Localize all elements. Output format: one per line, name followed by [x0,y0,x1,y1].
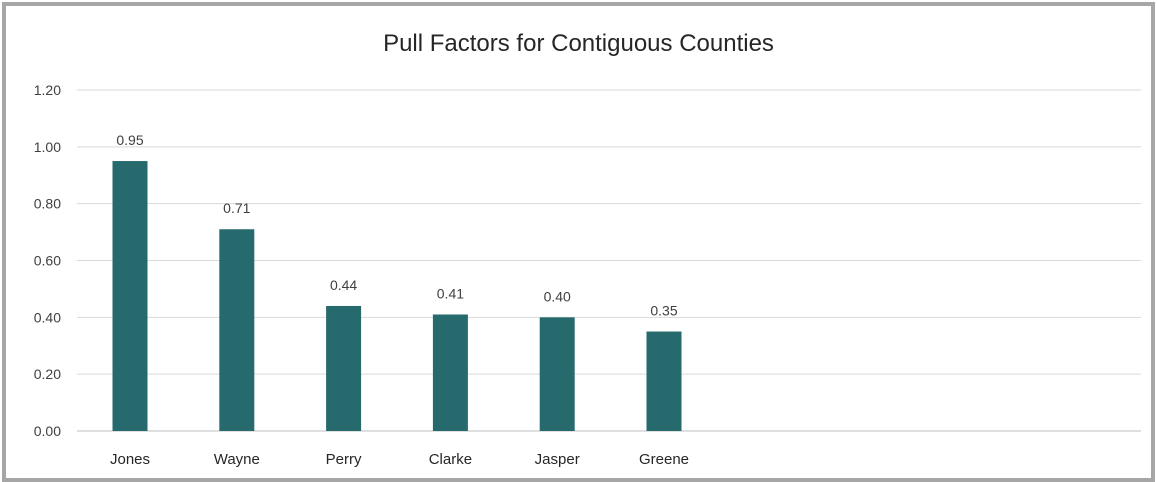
data-label: 0.35 [650,303,677,319]
x-tick-label: Clarke [429,451,472,468]
gridlines [77,89,1141,432]
y-tick-label: 0.60 [34,253,61,269]
y-tick-label: 1.20 [34,82,61,98]
data-label: 0.95 [116,132,143,148]
data-label: 0.44 [330,277,357,293]
bar-jasper [539,317,575,431]
x-axis: Jones Wayne Perry Clarke Jasper Greene [110,451,689,468]
y-axis: 0.00 0.20 0.40 0.60 0.80 1.00 1.20 [34,82,61,439]
bar-greene [646,331,682,431]
bar-jones [112,161,148,431]
x-tick-label: Jasper [535,451,580,468]
y-tick-label: 0.20 [34,366,61,382]
bar-clarke [432,314,468,431]
bars: 0.95 0.71 0.44 0.41 0.40 0.35 [112,132,682,431]
chart-title: Pull Factors for Contiguous Counties [383,30,774,57]
x-tick-label: Perry [326,451,362,468]
y-tick-label: 0.40 [34,309,61,325]
data-label: 0.71 [223,200,250,216]
data-label: 0.41 [437,285,464,301]
x-tick-label: Wayne [214,451,260,468]
y-tick-label: 0.00 [34,423,61,439]
bar-perry [326,305,362,431]
bar-wayne [219,229,255,431]
y-tick-label: 0.80 [34,196,61,212]
x-tick-label: Jones [110,451,150,468]
data-label: 0.40 [544,288,571,304]
x-tick-label: Greene [639,451,689,468]
y-tick-label: 1.00 [34,139,61,155]
